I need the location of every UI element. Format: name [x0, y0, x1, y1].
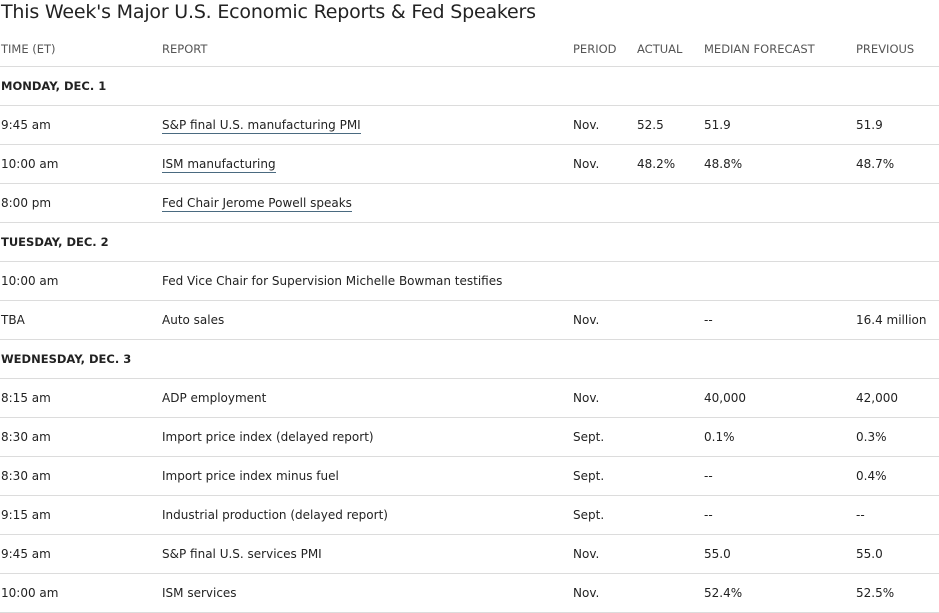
cell-forecast	[703, 261, 855, 301]
cell-time: 10:00 am	[0, 573, 161, 613]
cell-report: Fed Vice Chair for Supervision Michelle …	[161, 261, 572, 301]
cell-period: Nov.	[572, 105, 636, 145]
report-link[interactable]: S&P final U.S. manufacturing PMI	[162, 118, 361, 134]
cell-period: Sept.	[572, 495, 636, 535]
report-link[interactable]: Fed Chair Jerome Powell speaks	[162, 196, 352, 212]
page-title: This Week's Major U.S. Economic Reports …	[1, 1, 536, 23]
cell-forecast: 55.0	[703, 534, 855, 574]
column-header-previous: PREVIOUS	[855, 31, 939, 67]
cell-time: 9:45 am	[0, 105, 161, 145]
cell-report: Import price index minus fuel	[161, 456, 572, 496]
cell-time: TBA	[0, 300, 161, 340]
table-row: 10:00 am ISM manufacturing Nov. 48.2% 48.8% 4…	[0, 144, 939, 184]
cell-previous	[855, 261, 939, 301]
cell-actual	[636, 495, 703, 535]
cell-forecast: 51.9	[703, 105, 855, 145]
day-label: TUESDAY, DEC. 2	[0, 222, 939, 262]
cell-actual: 48.2%	[636, 144, 703, 184]
cell-forecast	[703, 183, 855, 223]
table-row: 9:45 am S&P final U.S. services PMI Nov. 55…	[0, 534, 939, 574]
cell-forecast: 40,000	[703, 378, 855, 418]
table-row: 8:30 am Import price index (delayed repor…	[0, 417, 939, 457]
cell-actual: 52.5	[636, 105, 703, 145]
table-row: TBA Auto sales Nov. -- 16.4 million	[0, 300, 939, 340]
cell-report: Industrial production (delayed report)	[161, 495, 572, 535]
table-row: 8:30 am Import price index minus fuel Sept…	[0, 456, 939, 496]
cell-time: 9:15 am	[0, 495, 161, 535]
cell-forecast: --	[703, 495, 855, 535]
table-row: 8:15 am ADP employment Nov. 40,000 42,000	[0, 378, 939, 418]
cell-previous: 55.0	[855, 534, 939, 574]
cell-report: ISM manufacturing	[161, 144, 572, 184]
table-header-row: TIME (ET) REPORT PERIOD ACTUAL MEDIAN FO…	[0, 31, 939, 67]
table-row: 10:00 am Fed Vice Chair for Supervision M…	[0, 261, 939, 301]
cell-period: Nov.	[572, 573, 636, 613]
table-row: 10:00 am ISM services Nov. 52.4% 52.5%	[0, 573, 939, 613]
report-link[interactable]: ISM manufacturing	[162, 157, 276, 173]
column-header-actual: ACTUAL	[636, 31, 703, 67]
cell-time: 8:15 am	[0, 378, 161, 418]
cell-period	[572, 261, 636, 301]
cell-forecast: --	[703, 300, 855, 340]
cell-period: Nov.	[572, 378, 636, 418]
cell-time: 8:30 am	[0, 417, 161, 457]
table-row: 8:00 pm Fed Chair Jerome Powell speaks	[0, 183, 939, 223]
cell-time: 8:30 am	[0, 456, 161, 496]
day-label: MONDAY, DEC. 1	[0, 66, 939, 106]
cell-previous: 42,000	[855, 378, 939, 418]
cell-report: Fed Chair Jerome Powell speaks	[161, 183, 572, 223]
column-header-time: TIME (ET)	[0, 31, 161, 67]
table-body: MONDAY, DEC. 1 9:45 am S&P final U.S. manu…	[0, 66, 939, 613]
cell-previous: 0.4%	[855, 456, 939, 496]
cell-actual	[636, 378, 703, 418]
day-header-row: TUESDAY, DEC. 2	[0, 222, 939, 262]
economic-calendar-table: TIME (ET) REPORT PERIOD ACTUAL MEDIAN FO…	[0, 31, 939, 613]
cell-actual	[636, 300, 703, 340]
cell-previous: 48.7%	[855, 144, 939, 184]
cell-time: 10:00 am	[0, 144, 161, 184]
cell-period: Sept.	[572, 417, 636, 457]
column-header-forecast: MEDIAN FORECAST	[703, 31, 855, 67]
cell-report: ADP employment	[161, 378, 572, 418]
cell-previous: --	[855, 495, 939, 535]
cell-period: Nov.	[572, 300, 636, 340]
cell-actual	[636, 573, 703, 613]
cell-time: 10:00 am	[0, 261, 161, 301]
column-header-report: REPORT	[161, 31, 572, 67]
cell-report: Import price index (delayed report)	[161, 417, 572, 457]
day-header-row: MONDAY, DEC. 1	[0, 66, 939, 106]
cell-previous: 0.3%	[855, 417, 939, 457]
day-header-row: WEDNESDAY, DEC. 3	[0, 339, 939, 379]
cell-period: Sept.	[572, 456, 636, 496]
table-row: 9:45 am S&P final U.S. manufacturing PMI N…	[0, 105, 939, 145]
cell-previous: 16.4 million	[855, 300, 939, 340]
cell-report: S&P final U.S. services PMI	[161, 534, 572, 574]
column-header-period: PERIOD	[572, 31, 636, 67]
cell-forecast: 0.1%	[703, 417, 855, 457]
cell-actual	[636, 534, 703, 574]
cell-report: S&P final U.S. manufacturing PMI	[161, 105, 572, 145]
cell-previous: 51.9	[855, 105, 939, 145]
cell-forecast: 52.4%	[703, 573, 855, 613]
cell-time: 9:45 am	[0, 534, 161, 574]
cell-actual	[636, 417, 703, 457]
cell-time: 8:00 pm	[0, 183, 161, 223]
cell-period: Nov.	[572, 534, 636, 574]
table-row: 9:15 am Industrial production (delayed re…	[0, 495, 939, 535]
cell-forecast: 48.8%	[703, 144, 855, 184]
day-label: WEDNESDAY, DEC. 3	[0, 339, 939, 379]
cell-period: Nov.	[572, 144, 636, 184]
cell-forecast: --	[703, 456, 855, 496]
cell-report: Auto sales	[161, 300, 572, 340]
cell-previous	[855, 183, 939, 223]
cell-previous: 52.5%	[855, 573, 939, 613]
cell-actual	[636, 261, 703, 301]
cell-period	[572, 183, 636, 223]
cell-actual	[636, 456, 703, 496]
cell-actual	[636, 183, 703, 223]
cell-report: ISM services	[161, 573, 572, 613]
